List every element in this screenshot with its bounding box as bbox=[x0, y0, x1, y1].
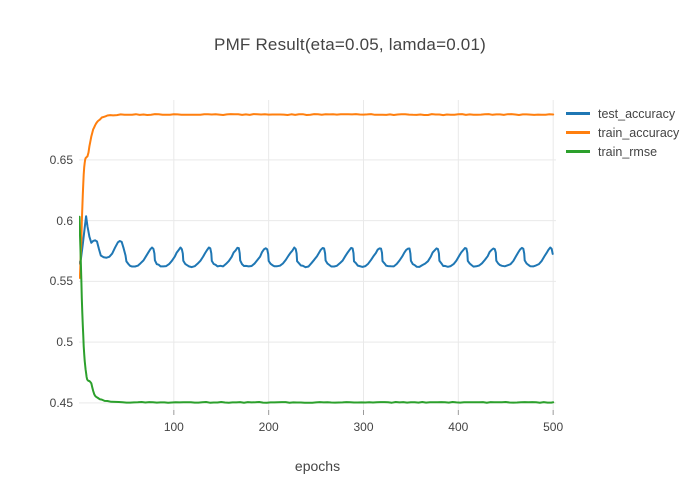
legend: test_accuracy train_accuracy train_rmse bbox=[566, 104, 679, 161]
x-tick-label: 200 bbox=[258, 420, 279, 434]
y-tick-label: 0.6 bbox=[56, 213, 73, 228]
legend-item-train-rmse[interactable]: train_rmse bbox=[566, 142, 679, 161]
legend-swatch-icon bbox=[566, 150, 590, 153]
series-line-train_rmse[interactable] bbox=[79, 215, 555, 404]
y-tick-label: 0.45 bbox=[49, 395, 73, 410]
legend-label: train_rmse bbox=[598, 144, 658, 159]
y-tick-label: 0.5 bbox=[56, 335, 73, 350]
legend-swatch-icon bbox=[566, 112, 590, 115]
y-tick-label: 0.55 bbox=[49, 274, 73, 289]
x-tick-label: 500 bbox=[543, 420, 564, 434]
legend-label: test_accuracy bbox=[598, 106, 676, 121]
legend-label: train_accuracy bbox=[598, 125, 680, 140]
legend-item-test-accuracy[interactable]: test_accuracy bbox=[566, 104, 679, 123]
series-line-test_accuracy[interactable] bbox=[79, 215, 554, 269]
chart-title: PMF Result(eta=0.05, lamda=0.01) bbox=[214, 35, 486, 54]
y-tick-label: 0.65 bbox=[49, 152, 73, 167]
legend-item-train-accuracy[interactable]: train_accuracy bbox=[566, 123, 679, 142]
series-line-train_accuracy[interactable] bbox=[79, 113, 555, 279]
x-tick-label: 100 bbox=[163, 420, 184, 434]
x-tick-label: 300 bbox=[353, 420, 374, 434]
x-tick-label: 400 bbox=[448, 420, 469, 434]
legend-swatch-icon bbox=[566, 131, 590, 134]
x-axis-title: epochs bbox=[294, 458, 341, 474]
